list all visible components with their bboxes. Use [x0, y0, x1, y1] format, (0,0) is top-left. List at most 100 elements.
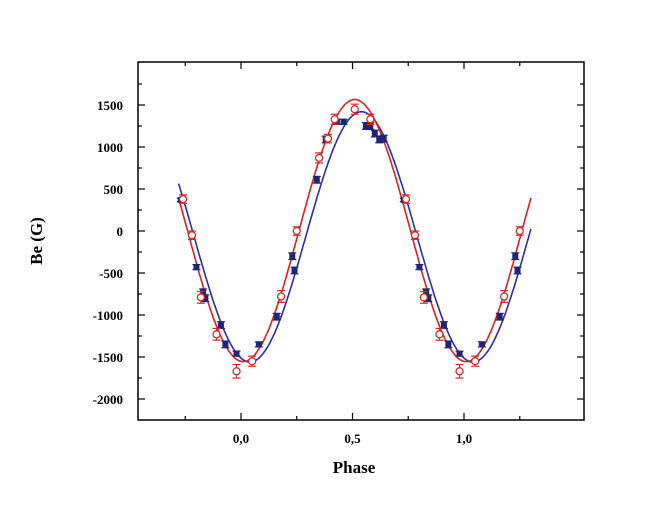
circle-marker	[314, 153, 324, 163]
circle-marker	[401, 194, 411, 204]
y-tick-label: 500	[104, 182, 124, 197]
data-point	[232, 350, 241, 357]
data-point	[247, 355, 257, 367]
y-tick-label: 1000	[97, 140, 123, 155]
circle-marker	[455, 367, 464, 376]
fit-curves	[177, 98, 532, 363]
data-point	[366, 113, 375, 125]
circle-marker	[232, 367, 241, 376]
x-tick-label: 0,5	[344, 431, 361, 446]
y-tick-label: -1500	[93, 350, 123, 365]
y-tick-label: -1000	[93, 308, 123, 323]
data-point	[410, 230, 420, 240]
square-marker	[233, 350, 240, 357]
data-point	[323, 133, 333, 144]
data-point	[444, 340, 453, 349]
square-marker	[496, 313, 503, 320]
data-point	[312, 175, 321, 184]
square-marker	[340, 118, 347, 125]
data-point	[216, 321, 225, 330]
y-tick-label: -2000	[93, 392, 123, 407]
square-marker	[217, 322, 224, 329]
data-point	[212, 327, 221, 341]
circle-marker	[366, 115, 375, 124]
y-axis-label: Be (G)	[27, 217, 46, 265]
square-marker	[200, 289, 207, 296]
square-marker	[193, 264, 200, 271]
data-point	[187, 230, 197, 240]
square-marker	[371, 130, 378, 137]
plot-frame	[137, 61, 585, 421]
square-marker	[423, 289, 430, 296]
circle-marker	[435, 330, 444, 339]
x-tick-label: 1,0	[456, 431, 472, 446]
square-marker	[313, 176, 320, 183]
y-tick-label: -500	[99, 266, 123, 281]
data-point	[470, 355, 480, 367]
square-marker	[202, 295, 209, 302]
y-tick-label: 0	[117, 224, 124, 239]
axis-ticks: 0,0 0,5 1,0 1500 1000 500 0 -500 -1000 -1500 -2000	[93, 62, 584, 446]
data-point	[350, 103, 359, 115]
square-marker	[456, 350, 463, 357]
data-point	[511, 252, 520, 261]
square-marker	[478, 341, 485, 348]
data-point	[314, 152, 324, 164]
data-point	[178, 194, 188, 204]
data-point	[339, 118, 348, 125]
circle-marker	[276, 292, 286, 301]
circle-marker	[212, 330, 221, 339]
data-point	[499, 290, 509, 303]
fit-curve-1	[177, 110, 532, 363]
data-point	[196, 290, 206, 304]
square-marker	[416, 264, 423, 271]
data-point	[221, 340, 230, 349]
data-point	[435, 327, 444, 341]
square-marker	[255, 341, 262, 348]
data-point	[455, 363, 464, 379]
fit-curve-2	[177, 98, 532, 363]
data-point	[379, 134, 388, 143]
data-point	[276, 290, 286, 303]
square-marker	[222, 341, 229, 348]
square-marker	[362, 123, 369, 129]
data-point	[439, 321, 448, 330]
square-marker	[514, 267, 521, 274]
circle-marker	[470, 357, 480, 366]
x-axis-label: Phase	[333, 458, 376, 477]
circle-marker	[419, 293, 429, 302]
data-point	[232, 363, 241, 379]
data-point	[272, 312, 281, 321]
circle-marker	[330, 115, 339, 124]
square-marker	[380, 135, 387, 142]
circle-marker	[178, 194, 188, 204]
circle-marker	[247, 357, 257, 366]
square-marker	[367, 123, 374, 129]
data-markers	[176, 103, 524, 379]
circle-marker	[187, 231, 197, 240]
square-marker	[273, 313, 280, 320]
square-marker	[425, 295, 432, 302]
square-marker	[512, 253, 519, 260]
circle-marker	[515, 226, 524, 236]
data-point	[495, 312, 504, 321]
data-point	[419, 290, 429, 304]
data-point	[477, 341, 486, 348]
square-marker	[289, 253, 296, 260]
x-tick-label: 0,0	[233, 431, 249, 446]
circle-marker	[196, 293, 206, 302]
y-tick-label: 1500	[97, 98, 123, 113]
data-point	[330, 113, 339, 125]
square-marker	[445, 341, 452, 348]
data-point	[455, 350, 464, 357]
data-point	[192, 264, 201, 271]
circle-marker	[292, 226, 301, 236]
square-marker	[291, 267, 298, 274]
data-point	[415, 264, 424, 271]
data-point	[292, 226, 301, 236]
data-point	[254, 341, 263, 348]
square-marker	[440, 322, 447, 329]
circle-marker	[350, 105, 359, 114]
data-point	[288, 252, 297, 261]
